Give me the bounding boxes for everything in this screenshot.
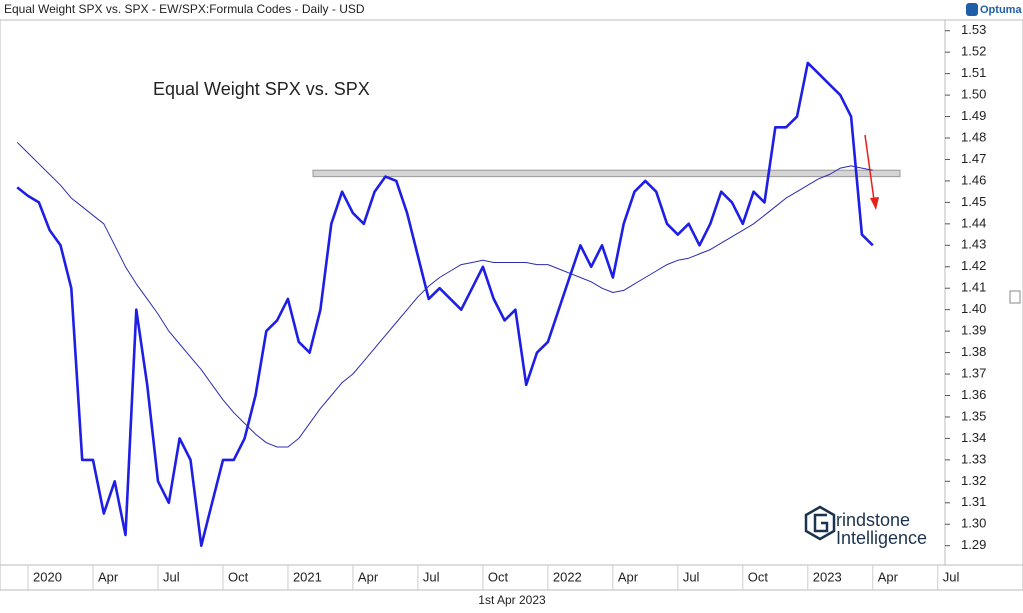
x-tick-label: Jul bbox=[683, 569, 700, 584]
y-tick-label: 1.53 bbox=[961, 22, 986, 37]
footer-date: 1st Apr 2023 bbox=[478, 593, 546, 607]
x-tick-label: Jul bbox=[163, 569, 180, 584]
y-tick-label: 1.48 bbox=[961, 129, 986, 144]
y-tick-label: 1.52 bbox=[961, 44, 986, 59]
y-tick-label: 1.35 bbox=[961, 408, 986, 423]
y-tick-label: 1.38 bbox=[961, 344, 986, 359]
y-tick-label: 1.31 bbox=[961, 494, 986, 509]
x-tick-label: Apr bbox=[878, 569, 899, 584]
resistance-band bbox=[312, 169, 901, 178]
x-tick-label: Jul bbox=[423, 569, 440, 584]
y-tick-label: 1.29 bbox=[961, 537, 986, 552]
price-line bbox=[16, 61, 874, 547]
x-tick-label: Oct bbox=[228, 569, 249, 584]
y-tick-label: 1.39 bbox=[961, 323, 986, 338]
y-tick-label: 1.47 bbox=[961, 151, 986, 166]
x-tick-label: Apr bbox=[98, 569, 119, 584]
y-tick-label: 1.37 bbox=[961, 365, 986, 380]
header-title: Equal Weight SPX vs. SPX - EW/SPX:Formul… bbox=[4, 2, 365, 16]
arrow bbox=[864, 134, 879, 210]
plot-frame bbox=[0, 19, 946, 566]
x-tick-label: 2022 bbox=[553, 569, 582, 584]
y-tick-label: 1.30 bbox=[961, 516, 986, 531]
watermark-text: rindstone bbox=[836, 510, 910, 530]
x-tick-label: 2023 bbox=[813, 569, 842, 584]
y-tick-label: 1.46 bbox=[961, 172, 986, 187]
y-tick-label: 1.41 bbox=[961, 280, 986, 295]
chart-title: Equal Weight SPX vs. SPX bbox=[153, 79, 370, 99]
panel-icon bbox=[1009, 290, 1021, 304]
x-tick-label: Oct bbox=[488, 569, 509, 584]
y-tick-label: 1.40 bbox=[961, 301, 986, 316]
y-tick-label: 1.51 bbox=[961, 65, 986, 80]
y-tick-label: 1.42 bbox=[961, 258, 986, 273]
y-tick-label: 1.34 bbox=[961, 430, 986, 445]
y-tick-label: 1.33 bbox=[961, 451, 986, 466]
x-tick-label: Jul bbox=[943, 569, 960, 584]
watermark-logo bbox=[804, 505, 836, 541]
moving-average-line bbox=[16, 141, 873, 448]
y-tick-label: 1.32 bbox=[961, 473, 986, 488]
x-axis-panel bbox=[0, 564, 1023, 591]
y-tick-label: 1.36 bbox=[961, 387, 986, 402]
y-tick-label: 1.44 bbox=[961, 215, 986, 230]
x-tick-label: 2021 bbox=[293, 569, 322, 584]
watermark-text: Intelligence bbox=[836, 528, 927, 548]
x-tick-label: Apr bbox=[618, 569, 639, 584]
y-tick-label: 1.49 bbox=[961, 108, 986, 123]
y-tick-label: 1.50 bbox=[961, 87, 986, 102]
brand: Optuma bbox=[980, 4, 1022, 16]
x-tick-label: Apr bbox=[358, 569, 379, 584]
brand-icon bbox=[966, 3, 978, 16]
x-tick-label: 2020 bbox=[33, 569, 62, 584]
x-tick-label: Oct bbox=[748, 569, 769, 584]
y-tick-label: 1.45 bbox=[961, 194, 986, 209]
y-tick-label: 1.43 bbox=[961, 237, 986, 252]
